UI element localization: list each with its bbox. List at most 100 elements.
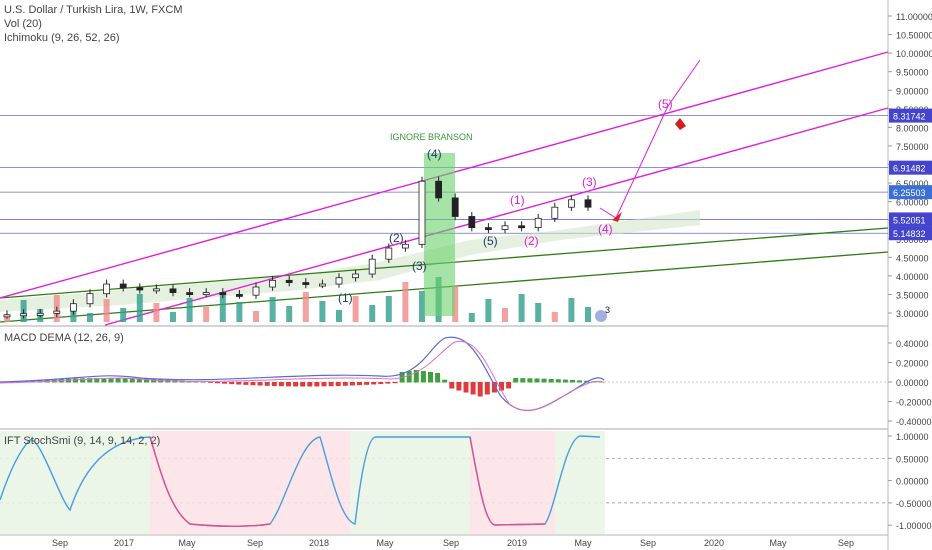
symbol-title[interactable]: U.S. Dollar / Turkish Lira, 1W, FXCM [4,4,183,16]
macd-tick-label: -0.20000 [896,398,932,408]
candle-body [518,225,525,229]
time-tick-label: 2018 [309,538,329,548]
macd-histogram-bar [271,382,277,387]
candle-body [53,310,61,314]
time-axis[interactable]: Sep 2017 May Sep 2018 May Sep 2019 May Sep 2020 May… [52,538,854,548]
price-tick-label: 9.00000 [896,86,929,96]
macd-histogram-bar [506,382,512,389]
candle-body [451,197,459,217]
macd-histogram-bar [541,378,547,383]
candle-body [484,227,492,231]
candle-body [568,199,575,208]
macd-histogram-bar [456,382,462,391]
wave-label-dark: (2) [389,231,404,245]
time-tick-label: Sep [52,538,68,548]
macd-histogram-bar [470,382,476,395]
macd-histogram-bar [151,379,157,383]
wave-label-dark: (5) [483,234,498,248]
candle-body [235,294,243,297]
chart-frame [0,0,889,550]
macd-histogram-bar [371,382,377,385]
macd-histogram-bar [555,379,561,383]
volume-bar [87,313,93,322]
price-tick-label: 9.50000 [896,68,929,78]
macd-pane[interactable] [0,336,888,412]
price-label-box [889,212,932,227]
arrow-marker [612,212,622,222]
macd-histogram-bar [122,378,128,383]
macd-tick-label: 0.20000 [896,359,929,369]
macd-histogram-bar [527,378,533,383]
macd-histogram-bar [321,382,327,387]
macd-histogram-bar [477,382,483,397]
macd-histogram-bar [428,372,433,383]
volume-bar [286,306,293,322]
volume-bar [136,294,143,322]
macd-histogram-bar [236,382,242,385]
price-axis[interactable]: 11.00000 10.50000 10.00000 9.50000 9.00000 8.… [888,12,932,531]
volume-indicator-label[interactable]: Vol (20) [4,18,42,30]
price-tick-label: 10.50000 [896,31,932,41]
stoch-region [270,431,350,534]
wave-label-dark: (3) [412,259,427,273]
volume-bar [585,307,591,322]
ichimoku-indicator-label[interactable]: Ichimoku (9, 26, 52, 26) [4,32,120,44]
macd-histogram-bar [186,380,192,383]
volume-bar [568,298,575,322]
candle-body [318,283,326,287]
volume-bar [468,313,475,322]
price-label-box [889,185,932,200]
time-tick-label: 2020 [704,538,724,548]
stoch-label[interactable]: IFT StochSmi (9, 14, 9, 14, 2, 2) [4,435,161,447]
macd-line [0,336,605,412]
volume-bar [153,303,160,322]
time-tick-label: Sep [247,538,263,548]
macd-histogram-bar [406,371,412,383]
volume-bar [369,305,376,322]
macd-histogram-bar [293,382,299,387]
price-tick-label: 11.00000 [896,12,932,22]
macd-histogram-bar [364,382,370,385]
wave-label-magenta: (5) [658,97,673,111]
price-label: 6.25503 [893,188,926,198]
time-tick-label: 2019 [507,538,527,548]
time-tick-label: May [178,538,196,548]
annotation-note: IGNORE BRANSON [390,132,473,142]
macd-histogram-bar [378,382,384,385]
macd-histogram-bar [328,382,334,387]
wave-label-dark: (4) [427,147,442,161]
macd-histogram-bar [264,382,270,386]
volume-bar [551,312,558,322]
wave-label-magenta: (1) [510,193,525,207]
macd-histogram-bar [222,382,228,384]
macd-histogram-bar [108,378,114,383]
volume-bar [302,292,309,322]
candle-body [501,225,509,230]
stoch-pane[interactable] [0,431,888,534]
macd-histogram-bar [520,378,526,383]
macd-histogram-bar [73,378,78,383]
volume-bar [203,307,210,322]
macd-histogram-bar [435,373,441,383]
macd-histogram-bar [80,378,86,383]
macd-histogram-bar [534,378,540,383]
volume-bar [120,308,127,322]
macd-histogram-bar [484,382,490,395]
macd-histogram-bar [215,382,220,384]
macd-histogram-bar [243,382,249,385]
price-tick-label: 4.50000 [896,253,929,263]
candle-body [534,217,542,229]
macd-histogram-bar [87,378,93,383]
volume-bar [452,286,459,322]
price-pane[interactable]: IGNORE BRANSON (4) (2) (3) (1) (5) (1) (2) (3) (4… [0,51,889,326]
price-label-box [889,226,932,241]
wave-label-dark: (1) [338,291,353,305]
macd-histogram-bar [115,378,121,383]
macd-label[interactable]: MACD DEMA (12, 26, 9) [4,332,124,344]
price-label: 8.31742 [893,112,926,122]
time-tick-label: Sep [640,538,656,548]
candle-body [468,216,476,229]
volume-bar [103,299,110,322]
stoch-region [350,431,470,534]
